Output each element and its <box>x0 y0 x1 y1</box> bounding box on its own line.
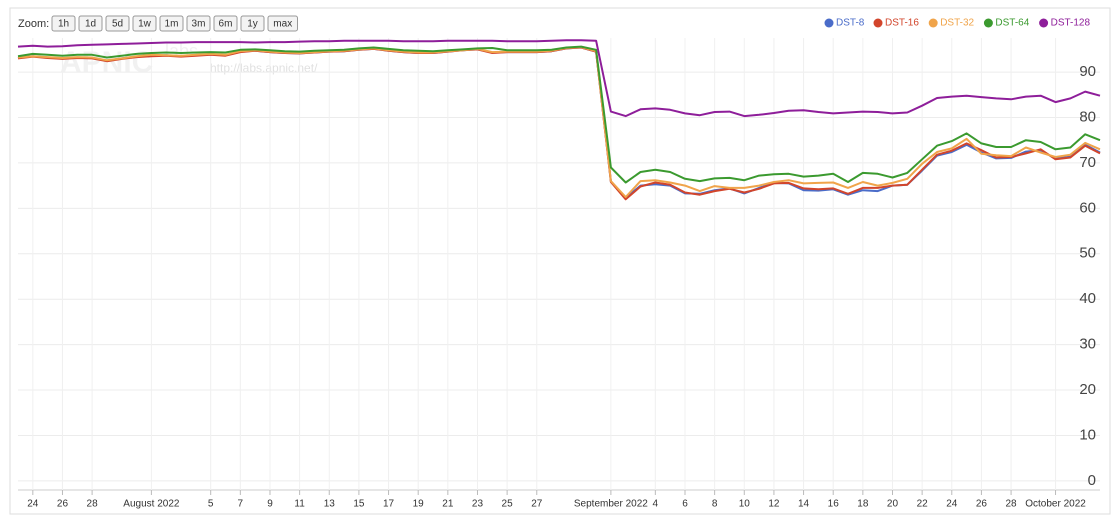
legend-item[interactable]: DST-32 <box>928 18 975 29</box>
zoom-button[interactable]: 1h <box>51 15 76 32</box>
zoom-button[interactable]: 3m <box>186 15 211 32</box>
x-tick-label: 11 <box>294 499 305 510</box>
zoom-button-label[interactable]: 1h <box>58 19 69 30</box>
x-tick-label: 21 <box>442 499 454 510</box>
zoom-button[interactable]: max <box>267 15 298 32</box>
x-tick-label: October 2022 <box>1025 499 1086 510</box>
zoom-label: Zoom: <box>18 18 49 30</box>
x-tick-label: 25 <box>502 499 514 510</box>
zoom-button-box[interactable] <box>51 15 76 32</box>
legend-marker[interactable] <box>824 18 834 28</box>
legend-item[interactable]: DST-64 <box>983 18 1030 29</box>
zoom-button-box[interactable] <box>132 15 157 32</box>
zoom-button-label[interactable]: 3m <box>192 19 206 30</box>
legend-label[interactable]: DST-128 <box>1051 18 1091 29</box>
x-tick-label: 6 <box>682 499 688 510</box>
y-tick-label: 30 <box>1079 336 1096 353</box>
x-tick-label: 20 <box>887 499 899 510</box>
zoom-button-box[interactable] <box>213 15 238 32</box>
x-tick-label: 28 <box>1006 499 1018 510</box>
watermark-labs: labs <box>165 41 198 61</box>
x-tick-label: August 2022 <box>123 499 180 510</box>
x-tick-label: 7 <box>238 499 244 510</box>
watermark-logo: APNIC <box>60 46 153 79</box>
x-tick-label: 10 <box>739 499 751 510</box>
watermark-url: http://labs.apnic.net/ <box>210 61 318 75</box>
x-tick-label: 9 <box>267 499 273 510</box>
legend-marker[interactable] <box>873 18 883 28</box>
zoom-button-label[interactable]: 1d <box>85 19 96 30</box>
zoom-button[interactable]: 1m <box>159 15 184 32</box>
y-tick-label: 20 <box>1079 381 1096 398</box>
zoom-button-box[interactable] <box>240 15 265 32</box>
chart-frame <box>9 7 1111 515</box>
zoom-button[interactable]: 1y <box>240 15 265 32</box>
zoom-button[interactable]: 1d <box>78 15 103 32</box>
x-tick-label: 23 <box>472 499 484 510</box>
zoom-button-label[interactable]: 1y <box>247 19 258 30</box>
series-line <box>17 39 1101 118</box>
legend-item[interactable]: DST-8 <box>824 18 865 29</box>
x-tick-label: 14 <box>798 499 810 510</box>
x-tick-label: 22 <box>917 499 929 510</box>
zoom-button-box[interactable] <box>186 15 211 32</box>
zoom-button-label[interactable]: 1w <box>138 19 152 30</box>
zoom-button-box[interactable] <box>105 15 130 32</box>
y-tick-label: 50 <box>1079 245 1096 262</box>
x-tick-label: 12 <box>768 499 780 510</box>
x-tick-label: 17 <box>383 499 395 510</box>
x-tick-label: 26 <box>976 499 988 510</box>
legend-marker[interactable] <box>983 18 993 28</box>
x-tick-label: 24 <box>27 499 39 510</box>
x-tick-label: 15 <box>353 499 365 510</box>
legend-label[interactable]: DST-32 <box>940 18 974 29</box>
zoom-button-box[interactable] <box>159 15 184 32</box>
y-tick-label: 40 <box>1079 290 1096 307</box>
x-tick-label: 16 <box>828 499 840 510</box>
x-tick-label: 24 <box>946 499 958 510</box>
legend-item[interactable]: DST-128 <box>1039 18 1091 29</box>
x-tick-label: 18 <box>857 499 869 510</box>
zoom-button[interactable]: 6m <box>213 15 238 32</box>
x-tick-label: 5 <box>208 499 214 510</box>
legend-item[interactable]: DST-16 <box>873 18 920 29</box>
x-tick-label: 8 <box>712 499 718 510</box>
zoom-button-label[interactable]: max <box>273 19 292 30</box>
y-tick-label: 90 <box>1079 63 1096 80</box>
y-tick-label: 70 <box>1079 154 1096 171</box>
legend-label[interactable]: DST-64 <box>995 18 1029 29</box>
zoom-button[interactable]: 5d <box>105 15 130 32</box>
x-tick-label: 13 <box>324 499 336 510</box>
y-tick-label: 80 <box>1079 108 1096 125</box>
zoom-button-box[interactable] <box>267 15 298 32</box>
x-tick-label: 19 <box>413 499 425 510</box>
legend-marker[interactable] <box>1039 18 1049 28</box>
zoom-button-box[interactable] <box>78 15 103 32</box>
zoom-button-label[interactable]: 6m <box>219 19 233 30</box>
zoom-button-label[interactable]: 1m <box>165 19 179 30</box>
legend-label[interactable]: DST-16 <box>885 18 919 29</box>
y-tick-label: 60 <box>1079 199 1096 216</box>
x-tick-label: 27 <box>531 499 543 510</box>
y-tick-label: 10 <box>1079 426 1096 443</box>
y-tick-label: 0 <box>1088 472 1096 489</box>
x-tick-label: September 2022 <box>574 499 648 510</box>
zoom-button-label[interactable]: 5d <box>112 19 123 30</box>
legend-marker[interactable] <box>928 18 938 28</box>
legend-label[interactable]: DST-8 <box>836 18 865 29</box>
x-tick-label: 28 <box>87 499 99 510</box>
series-line <box>17 45 1101 184</box>
zoom-button[interactable]: 1w <box>132 15 157 32</box>
x-tick-label: 4 <box>653 499 659 510</box>
x-tick-label: 26 <box>57 499 69 510</box>
